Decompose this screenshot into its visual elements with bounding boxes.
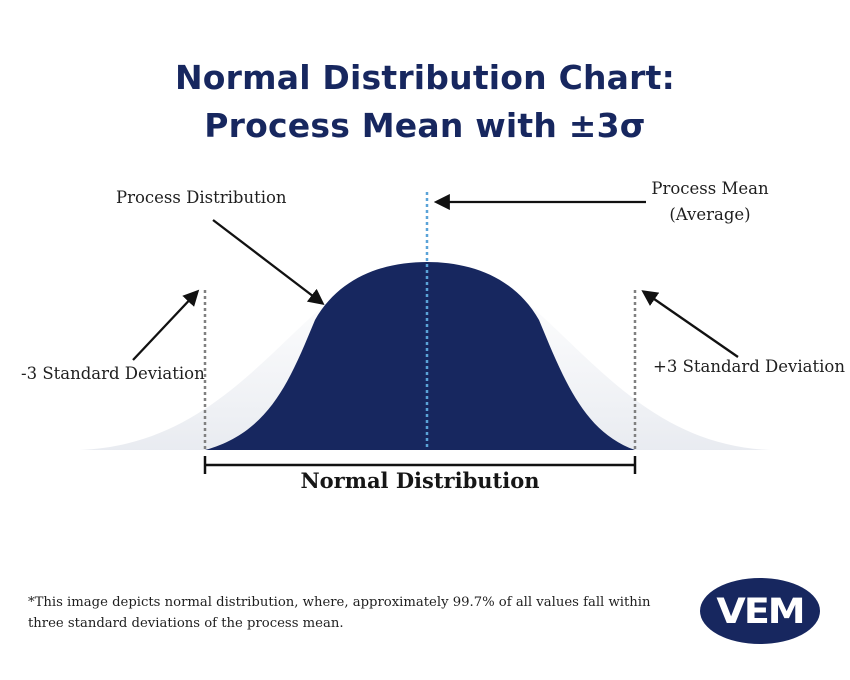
- normal-distribution-range-label: Normal Distribution: [300, 468, 540, 493]
- vem-logo-text: VEM: [716, 590, 805, 632]
- process-mean-label-line-2: (Average): [669, 205, 751, 224]
- plus-3-sd-arrow: [641, 290, 739, 358]
- vem-logo: VEM: [700, 578, 820, 644]
- bell-curve: [205, 262, 635, 450]
- minus-3-sd-label: -3 Standard Deviation: [21, 364, 205, 383]
- title-line-2: Process Mean with ±3σ: [204, 106, 646, 145]
- process-mean-label-line-1: Process Mean: [651, 179, 769, 198]
- process-distribution-label: Process Distribution: [116, 188, 287, 207]
- process-mean-label: Process Mean (Average): [600, 176, 820, 228]
- minus-3-sd-arrow: [132, 289, 200, 361]
- process-distribution-arrow: [212, 219, 325, 305]
- plus-3-sd-label: +3 Standard Deviation: [653, 357, 845, 376]
- page-title: Normal Distribution Chart: Process Mean …: [0, 54, 850, 150]
- title-line-1: Normal Distribution Chart:: [174, 58, 675, 97]
- footnote: *This image depicts normal distribution,…: [28, 595, 651, 631]
